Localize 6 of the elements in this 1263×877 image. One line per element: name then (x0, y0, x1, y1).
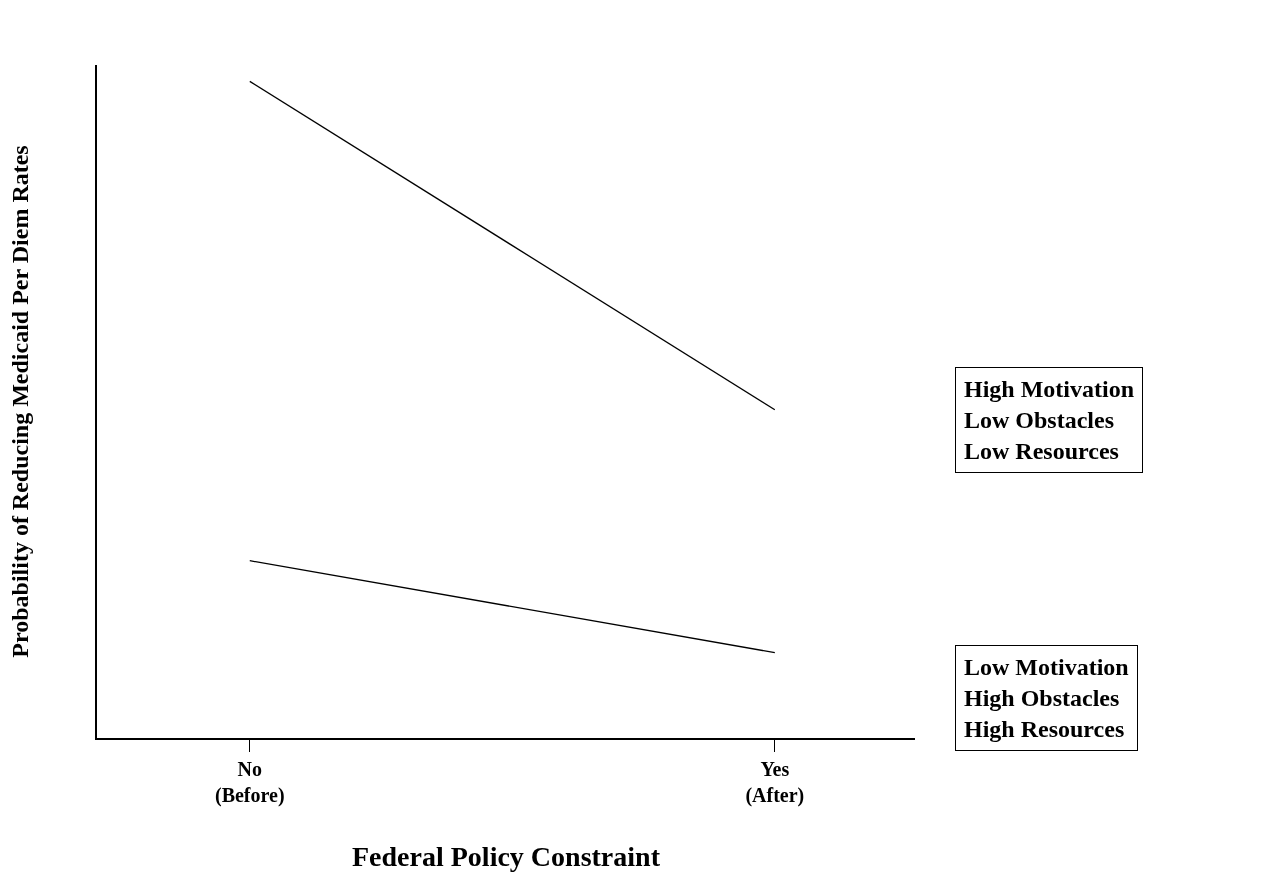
text: High Motivation Low Obstacles Low Resources (964, 376, 1135, 465)
x-axis-title: Federal Policy Constraint (352, 840, 661, 872)
x-tick-label: No (Before) (214, 758, 285, 807)
text: Low Motivation High Obstacles High Resources (964, 654, 1129, 743)
y-axis-title: Probability of Reducing Medicaid Per Diem Rates (6, 145, 33, 658)
x-tick-label: Yes (After) (745, 758, 805, 807)
